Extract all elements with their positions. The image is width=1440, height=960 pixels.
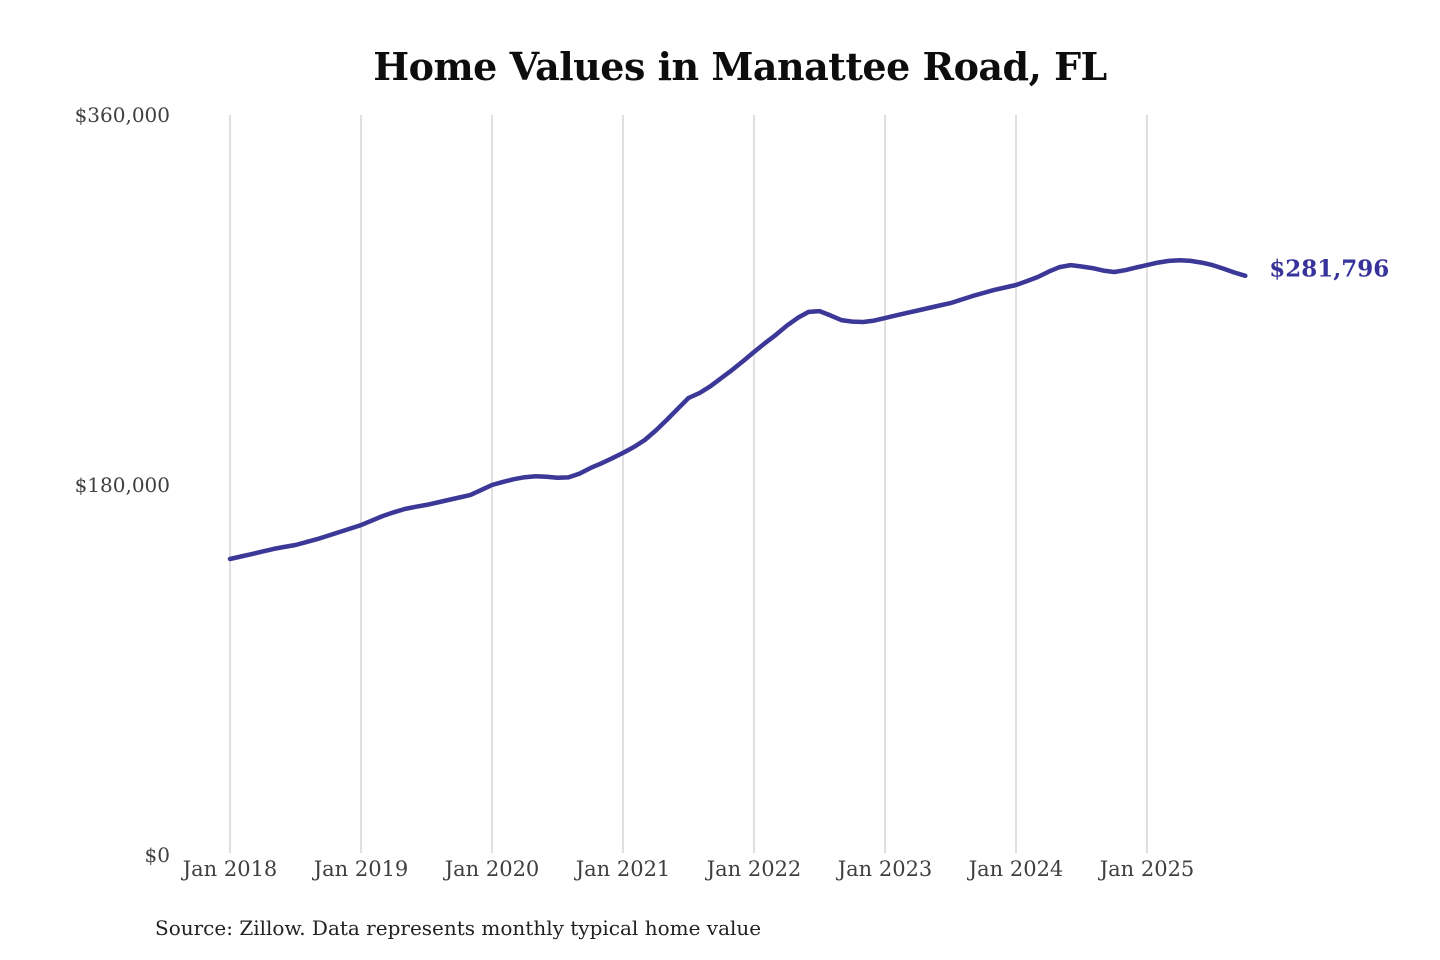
x-tick-label: Jan 2023	[837, 857, 933, 881]
x-tick-label: Jan 2020	[444, 857, 540, 881]
y-tick-label: $0	[144, 843, 170, 867]
x-tick-label: Jan 2025	[1099, 857, 1195, 881]
source-note: Source: Zillow. Data represents monthly …	[155, 916, 762, 940]
y-tick-label: $360,000	[74, 103, 170, 127]
x-tick-label: Jan 2018	[182, 857, 278, 881]
home-value-line	[227, 258, 1248, 562]
y-tick-label: $180,000	[74, 473, 170, 497]
x-tick-label: Jan 2024	[968, 857, 1064, 881]
chart-title: Home Values in Manattee Road, FL	[373, 44, 1107, 89]
x-tick-label: Jan 2019	[313, 857, 409, 881]
x-tick-label: Jan 2021	[575, 857, 671, 881]
latest-value-label: $281,796	[1269, 255, 1390, 283]
x-tick-label: Jan 2022	[706, 857, 802, 881]
